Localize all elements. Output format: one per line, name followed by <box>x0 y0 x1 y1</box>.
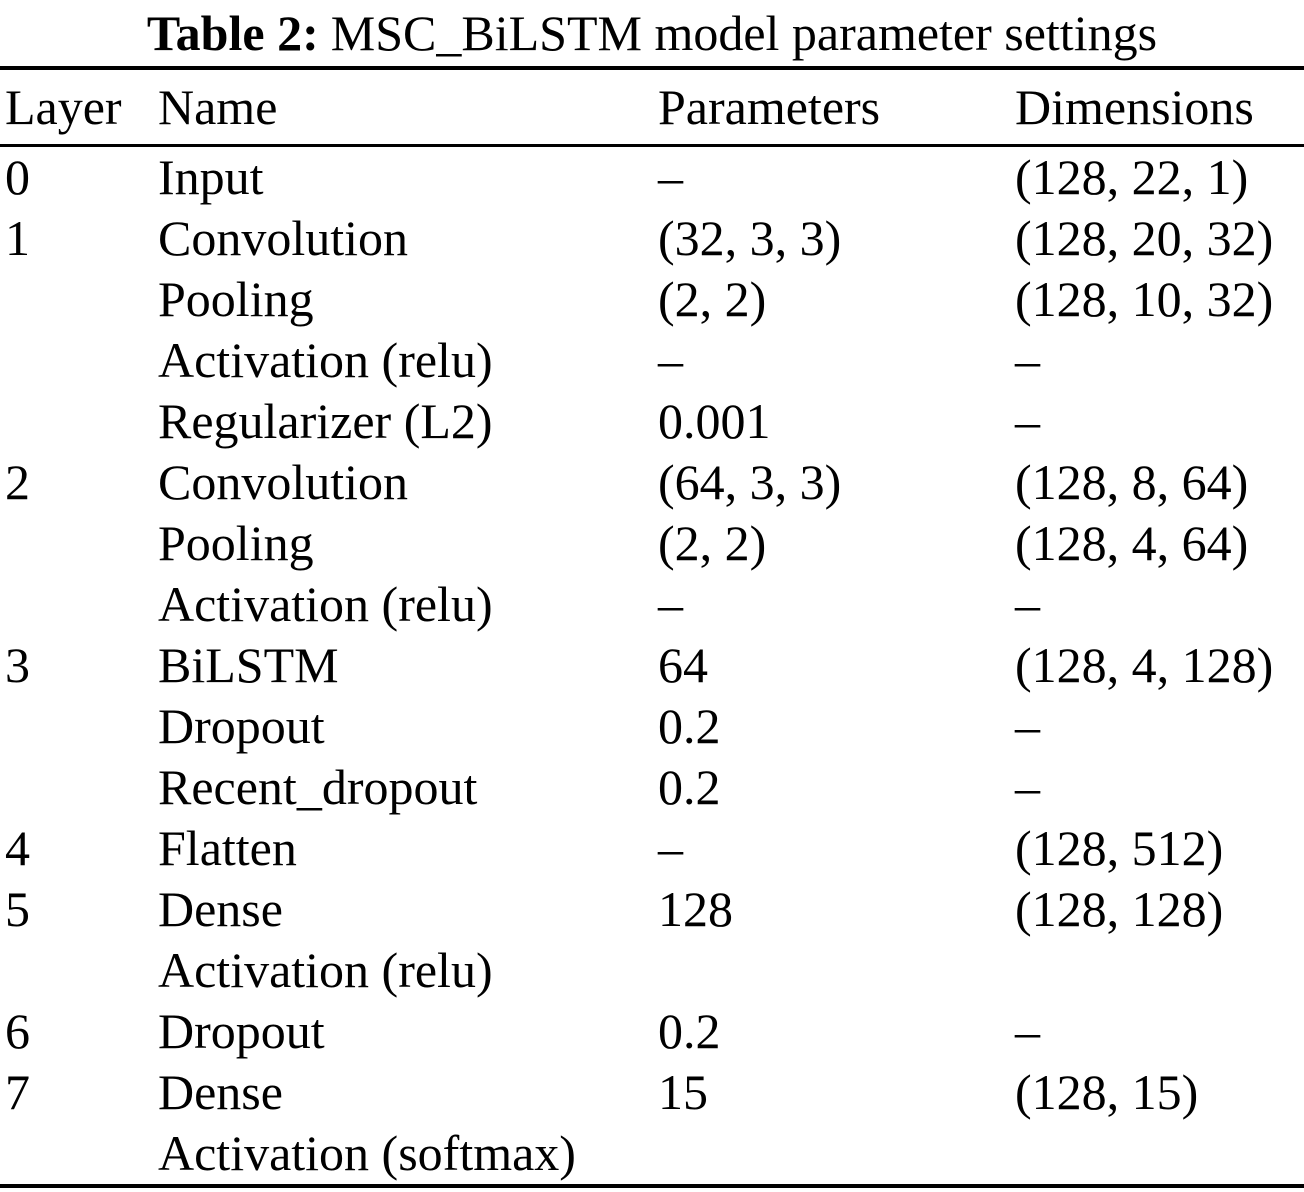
table-row: Recent_dropout 0.2 – <box>0 757 1304 818</box>
header-row: Layer Name Parameters Dimensions <box>0 68 1304 147</box>
cell-name: Convolution <box>158 454 409 510</box>
table-row: 1 Convolution (32, 3, 3) (128, 20, 32) <box>0 208 1304 269</box>
cell-dimensions: – <box>1015 759 1040 815</box>
cell-name: Dropout <box>158 698 325 754</box>
cell-parameters <box>658 940 1015 1001</box>
cell-layer <box>0 391 158 452</box>
cell-layer <box>0 330 158 391</box>
table-row: 3 BiLSTM 64 (128, 4, 128) <box>0 635 1304 696</box>
cell-parameters: – <box>658 820 683 876</box>
cell-layer: 3 <box>5 637 30 693</box>
cell-name: Input <box>158 149 264 205</box>
cell-layer: 1 <box>5 210 30 266</box>
table-row: Activation (relu) <box>0 940 1304 1001</box>
cell-layer <box>0 574 158 635</box>
table-row: Activation (softmax) <box>0 1123 1304 1186</box>
cell-dimensions: (128, 15) <box>1015 1064 1199 1120</box>
cell-parameters: (2, 2) <box>658 271 767 327</box>
cell-parameters: (32, 3, 3) <box>658 210 842 266</box>
cell-layer: 5 <box>5 881 30 937</box>
table-caption: Table 2: MSC_BiLSTM model parameter setti… <box>0 0 1304 66</box>
cell-dimensions: (128, 10, 32) <box>1015 271 1274 327</box>
cell-parameters: – <box>658 149 683 205</box>
table-caption-label: Table 2: <box>146 5 319 61</box>
cell-name: Activation (softmax) <box>158 1125 576 1181</box>
cell-parameters <box>658 1123 1015 1186</box>
parameter-table: Layer Name Parameters Dimensions 0 Input –… <box>0 66 1304 1188</box>
col-header-layer: Layer <box>0 68 158 147</box>
cell-parameters: – <box>658 332 683 388</box>
cell-layer: 2 <box>5 454 30 510</box>
cell-parameters: 0.001 <box>658 393 771 449</box>
cell-layer: 4 <box>5 820 30 876</box>
cell-layer <box>0 513 158 574</box>
cell-layer <box>0 757 158 818</box>
cell-dimensions: (128, 22, 1) <box>1015 149 1249 205</box>
cell-dimensions: (128, 4, 64) <box>1015 515 1249 571</box>
cell-parameters: (2, 2) <box>658 515 767 571</box>
table-row: Dropout 0.2 – <box>0 696 1304 757</box>
cell-dimensions: – <box>1015 576 1040 632</box>
cell-name: Convolution <box>158 210 409 266</box>
cell-name: Activation (relu) <box>158 576 493 632</box>
cell-layer <box>0 940 158 1001</box>
cell-name: Dropout <box>158 1003 325 1059</box>
cell-parameters: – <box>658 576 683 632</box>
cell-dimensions: (128, 128) <box>1015 881 1224 937</box>
cell-dimensions: (128, 8, 64) <box>1015 454 1249 510</box>
table-row: 6 Dropout 0.2 – <box>0 1001 1304 1062</box>
cell-name: Flatten <box>158 820 297 876</box>
cell-name: Recent_dropout <box>158 759 478 815</box>
col-header-parameters: Parameters <box>658 68 1015 147</box>
cell-dimensions: – <box>1015 332 1040 388</box>
cell-dimensions: (128, 4, 128) <box>1015 637 1274 693</box>
table-body: 0 Input – (128, 22, 1) 1 Convolution (32, 3, 3… <box>0 146 1304 1187</box>
cell-layer: 6 <box>5 1003 30 1059</box>
cell-name: Dense <box>158 881 283 937</box>
table-row: 0 Input – (128, 22, 1) <box>0 146 1304 209</box>
cell-name: Activation (relu) <box>158 332 493 388</box>
cell-name: Regularizer (L2) <box>158 393 493 449</box>
table-row: Pooling (2, 2) (128, 10, 32) <box>0 269 1304 330</box>
cell-name: Activation (relu) <box>158 942 493 998</box>
table-row: 2 Convolution (64, 3, 3) (128, 8, 64) <box>0 452 1304 513</box>
cell-dimensions <box>1015 940 1304 1001</box>
table-row: Regularizer (L2) 0.001 – <box>0 391 1304 452</box>
table-row: 4 Flatten – (128, 512) <box>0 818 1304 879</box>
table-row: 5 Dense 128 (128, 128) <box>0 879 1304 940</box>
table-row: Pooling (2, 2) (128, 4, 64) <box>0 513 1304 574</box>
table-caption-text: MSC_BiLSTM model parameter settings <box>330 5 1158 61</box>
cell-name: Pooling <box>158 515 314 571</box>
table-row: 7 Dense 15 (128, 15) <box>0 1062 1304 1123</box>
cell-layer: 7 <box>5 1064 30 1120</box>
cell-dimensions: (128, 512) <box>1015 820 1224 876</box>
cell-dimensions <box>1015 1123 1304 1186</box>
cell-parameters: 15 <box>658 1064 708 1120</box>
cell-dimensions: – <box>1015 393 1040 449</box>
col-header-name: Name <box>158 68 658 147</box>
table-row: Activation (relu) – – <box>0 330 1304 391</box>
col-header-dimensions: Dimensions <box>1015 68 1304 147</box>
cell-dimensions: – <box>1015 698 1040 754</box>
cell-parameters: 64 <box>658 637 708 693</box>
cell-layer <box>0 269 158 330</box>
cell-parameters: 0.2 <box>658 1003 721 1059</box>
cell-parameters: 128 <box>658 881 733 937</box>
cell-parameters: (64, 3, 3) <box>658 454 842 510</box>
cell-name: Dense <box>158 1064 283 1120</box>
table-header: Layer Name Parameters Dimensions <box>0 68 1304 147</box>
cell-dimensions: – <box>1015 1003 1040 1059</box>
cell-parameters: 0.2 <box>658 759 721 815</box>
cell-layer: 0 <box>5 149 30 205</box>
cell-name: BiLSTM <box>158 637 339 693</box>
cell-name: Pooling <box>158 271 314 327</box>
table-row: Activation (relu) – – <box>0 574 1304 635</box>
cell-dimensions: (128, 20, 32) <box>1015 210 1274 266</box>
cell-layer <box>0 1123 158 1186</box>
cell-parameters: 0.2 <box>658 698 721 754</box>
cell-layer <box>0 696 158 757</box>
